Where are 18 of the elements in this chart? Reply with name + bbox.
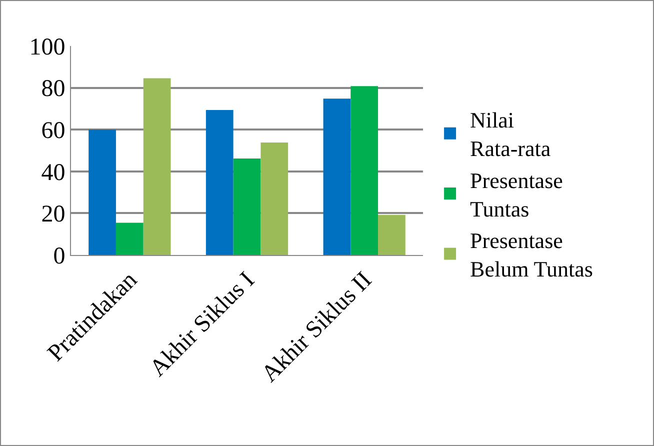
bar: [116, 222, 144, 255]
bar: [88, 130, 116, 255]
legend-label: Presentase Belum Tuntas: [470, 228, 593, 282]
y-tick-label: 0: [53, 243, 66, 270]
bar: [323, 98, 351, 255]
y-tick-label: 40: [41, 160, 66, 186]
bar: [143, 78, 171, 255]
bar: [350, 86, 378, 255]
legend-label: Presentase Tuntas: [470, 168, 563, 222]
y-tick-label: 20: [41, 202, 66, 228]
y-tick-label: 100: [29, 34, 66, 60]
bar: [233, 158, 261, 255]
legend-label: Nilai Rata-rata: [470, 108, 551, 162]
bar: [378, 214, 406, 255]
y-tick-label: 80: [41, 76, 66, 102]
bar: [206, 110, 234, 255]
y-tick-label: 60: [41, 118, 66, 144]
bar: [260, 142, 288, 255]
